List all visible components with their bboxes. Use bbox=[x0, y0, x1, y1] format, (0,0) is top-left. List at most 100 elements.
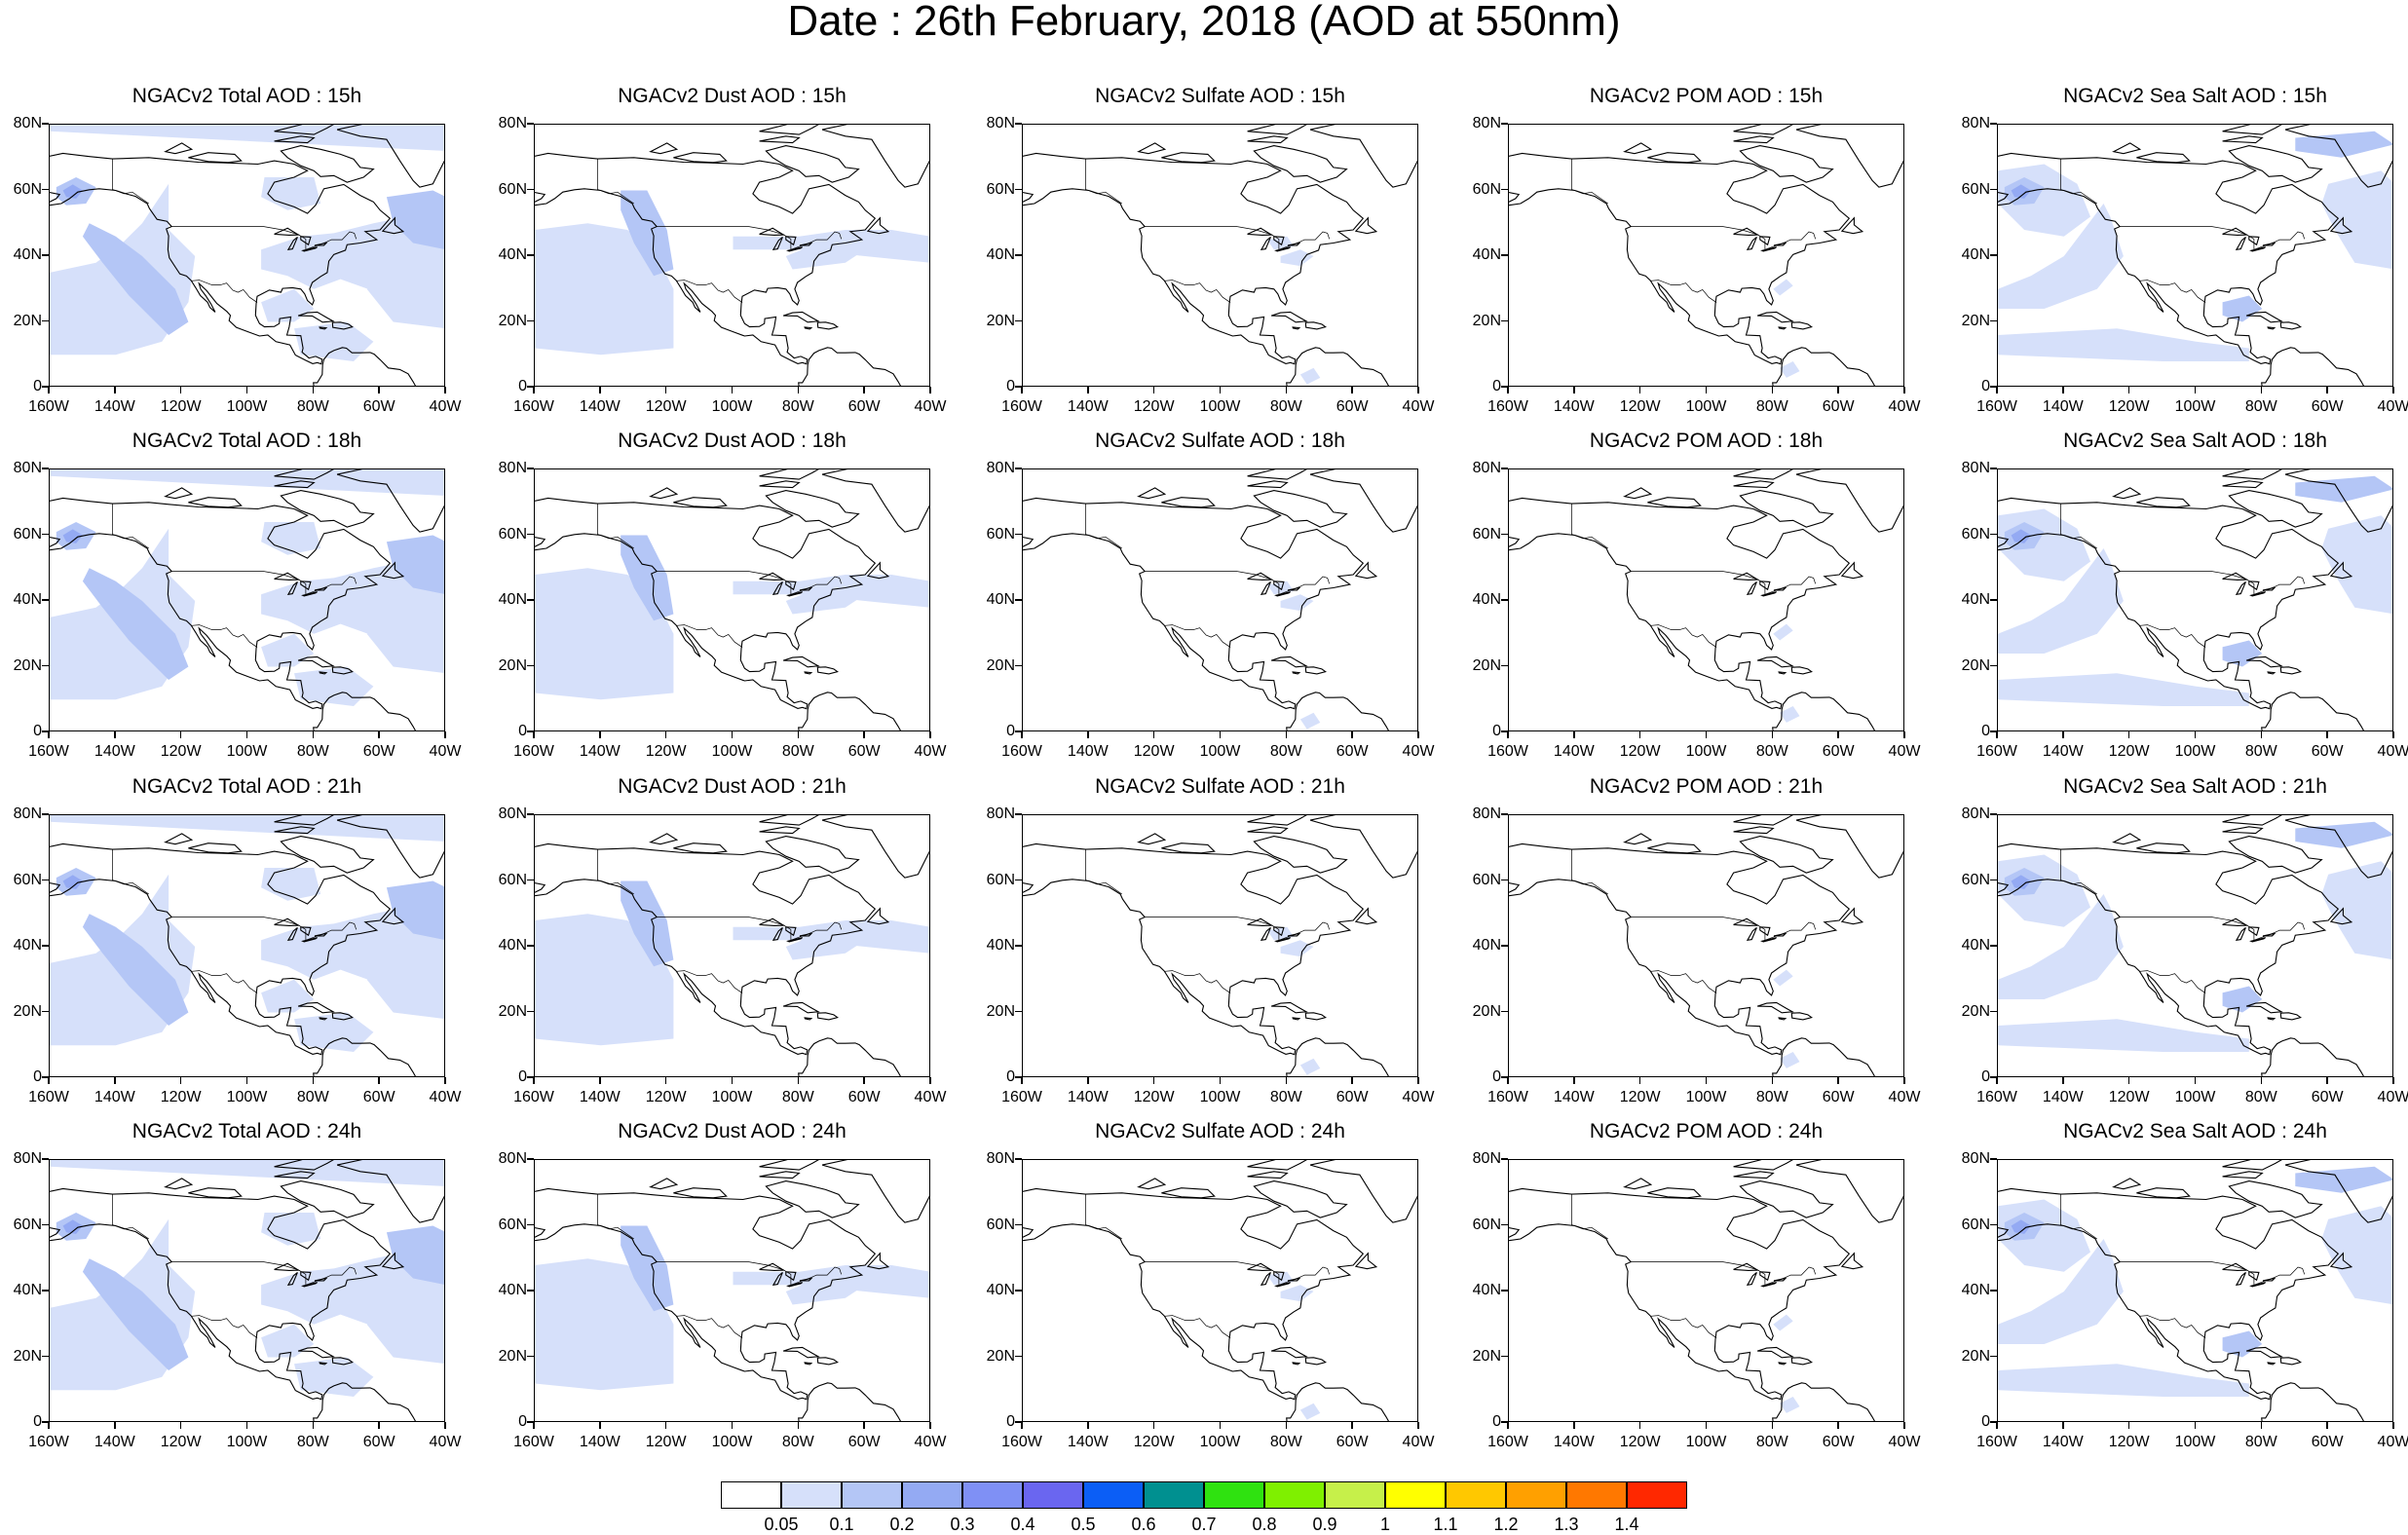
coastline-south-america bbox=[1772, 692, 1876, 730]
lon-tick-label: 140W bbox=[2042, 1089, 2084, 1105]
lat-tick-label: 40N bbox=[13, 246, 42, 263]
map-panel-sulfate-21h: NGACv2 Sulfate AOD : 21h 80N 60N 40N 20N 0 160… bbox=[987, 775, 1435, 1105]
coastline-island bbox=[331, 1357, 354, 1366]
aod-shading-region bbox=[82, 914, 189, 1026]
lon-tick-label: 40W bbox=[914, 743, 947, 760]
colorbar-segment bbox=[1023, 1481, 1083, 1509]
lat-tick-mark bbox=[1501, 1355, 1508, 1358]
lat-tick-mark bbox=[1501, 254, 1508, 256]
coastline-greenland bbox=[1309, 1160, 1417, 1223]
lat-tick-mark bbox=[1501, 1421, 1508, 1423]
lat-tick-mark bbox=[527, 254, 534, 256]
lat-tick-label: 60N bbox=[1961, 1216, 1990, 1233]
lon-tick-mark bbox=[179, 1422, 182, 1429]
coastline-island bbox=[759, 480, 801, 489]
coastline-island bbox=[1756, 1346, 1794, 1359]
lon-tick-mark bbox=[2260, 387, 2263, 393]
coastline-island bbox=[319, 671, 328, 675]
border-us-mexico bbox=[2139, 1315, 2206, 1338]
lon-tick-mark bbox=[1903, 1077, 1905, 1084]
lon-tick-mark bbox=[2260, 731, 2263, 738]
aod-shading-region bbox=[82, 568, 189, 680]
lat-tick-label: 80N bbox=[498, 1150, 527, 1167]
aod-shading-region bbox=[2295, 131, 2392, 158]
coastline-island bbox=[2136, 497, 2191, 508]
lon-tick-label: 100W bbox=[711, 743, 753, 760]
aod-shading-region bbox=[785, 933, 866, 960]
lon-tick-mark bbox=[1507, 1077, 1509, 1084]
lat-tick-label: 20N bbox=[1472, 1002, 1501, 1020]
lon-tick-label: 80W bbox=[2244, 1089, 2277, 1105]
coastline-south-america bbox=[1286, 347, 1390, 386]
lon-tick-label: 60W bbox=[1822, 1434, 1855, 1450]
lat-tick-mark bbox=[42, 1421, 49, 1423]
coastline-island bbox=[1790, 666, 1813, 675]
lon-tick-label: 60W bbox=[1822, 743, 1855, 760]
great-lake-outline bbox=[2248, 236, 2260, 246]
border-us-canada bbox=[657, 571, 843, 595]
coastline-island bbox=[1733, 826, 1775, 835]
aod-shading-region bbox=[1773, 969, 1793, 987]
lon-tick-mark bbox=[1638, 731, 1641, 738]
lon-tick-mark bbox=[48, 387, 50, 393]
lat-tick-mark bbox=[42, 468, 49, 469]
lon-tick-mark bbox=[1351, 387, 1353, 393]
lat-tick-label: 0 bbox=[33, 723, 42, 739]
lat-tick-label: 20N bbox=[1472, 1347, 1501, 1365]
lon-tick-mark bbox=[444, 1422, 446, 1429]
lon-tick-label: 100W bbox=[1685, 743, 1727, 760]
coastline-south-america bbox=[2261, 347, 2365, 386]
aod-shading-region bbox=[294, 666, 374, 706]
lon-tick-mark bbox=[599, 387, 601, 393]
panel-title: NGACv2 Total AOD : 18h bbox=[132, 430, 362, 452]
great-lake-outline bbox=[300, 1271, 312, 1282]
lon-tick-label: 120W bbox=[645, 743, 687, 760]
lat-tick-label: 80N bbox=[986, 1150, 1015, 1167]
coastline-island bbox=[759, 135, 801, 144]
lat-tick-label: 40N bbox=[498, 937, 527, 954]
border-us-mexico bbox=[191, 1315, 258, 1338]
great-lake-outline bbox=[1760, 591, 1778, 597]
lon-tick-label: 120W bbox=[645, 398, 687, 415]
coastline-island bbox=[1292, 671, 1301, 675]
lon-tick-label: 140W bbox=[94, 743, 135, 760]
lat-tick-mark bbox=[42, 1355, 49, 1358]
map-plot-area bbox=[1022, 814, 1418, 1077]
coastline-island bbox=[759, 125, 819, 135]
aod-shading-region bbox=[1280, 594, 1314, 612]
lat-tick-mark bbox=[1990, 1290, 1997, 1292]
lat-tick-label: 80N bbox=[1961, 805, 1990, 822]
great-lake-outline bbox=[2235, 926, 2246, 942]
lat-tick-mark bbox=[527, 879, 534, 881]
map-plot-area bbox=[1508, 814, 1904, 1077]
coastline-island bbox=[866, 907, 890, 925]
lat-tick-mark bbox=[42, 1076, 49, 1078]
great-lake-outline bbox=[1260, 236, 1271, 251]
coastline-island bbox=[1756, 311, 1794, 323]
lon-tick-label: 140W bbox=[579, 1089, 621, 1105]
lon-tick-mark bbox=[1152, 387, 1155, 393]
lon-tick-label: 160W bbox=[1001, 1434, 1042, 1450]
coastline-island bbox=[164, 833, 194, 845]
lat-tick-mark bbox=[1015, 1223, 1022, 1226]
coastline-island bbox=[381, 1252, 405, 1270]
lon-tick-mark bbox=[599, 731, 601, 738]
colorbar-label: 0.7 bbox=[1191, 1515, 1217, 1534]
lon-tick-label: 120W bbox=[645, 1434, 687, 1450]
lat-tick-label: 0 bbox=[1492, 378, 1501, 394]
border-alaska-canada bbox=[1085, 504, 1122, 549]
border-us-mexico bbox=[676, 624, 743, 648]
lon-tick-label: 120W bbox=[2108, 398, 2150, 415]
panel-title: NGACv2 Sea Salt AOD : 18h bbox=[2063, 430, 2327, 452]
aod-field-map bbox=[50, 1160, 444, 1421]
coastline-island bbox=[2329, 907, 2353, 925]
coastline-island bbox=[2267, 326, 2276, 330]
coastline-island bbox=[2267, 1017, 2276, 1021]
lat-tick-mark bbox=[1990, 599, 1997, 601]
lon-tick-label: 60W bbox=[362, 1434, 395, 1450]
lon-tick-mark bbox=[1152, 1077, 1155, 1084]
panel-title: NGACv2 POM AOD : 21h bbox=[1589, 775, 1824, 798]
lon-tick-mark bbox=[114, 1077, 116, 1084]
coastline-north-america bbox=[50, 497, 392, 710]
lon-tick-label: 80W bbox=[296, 743, 329, 760]
